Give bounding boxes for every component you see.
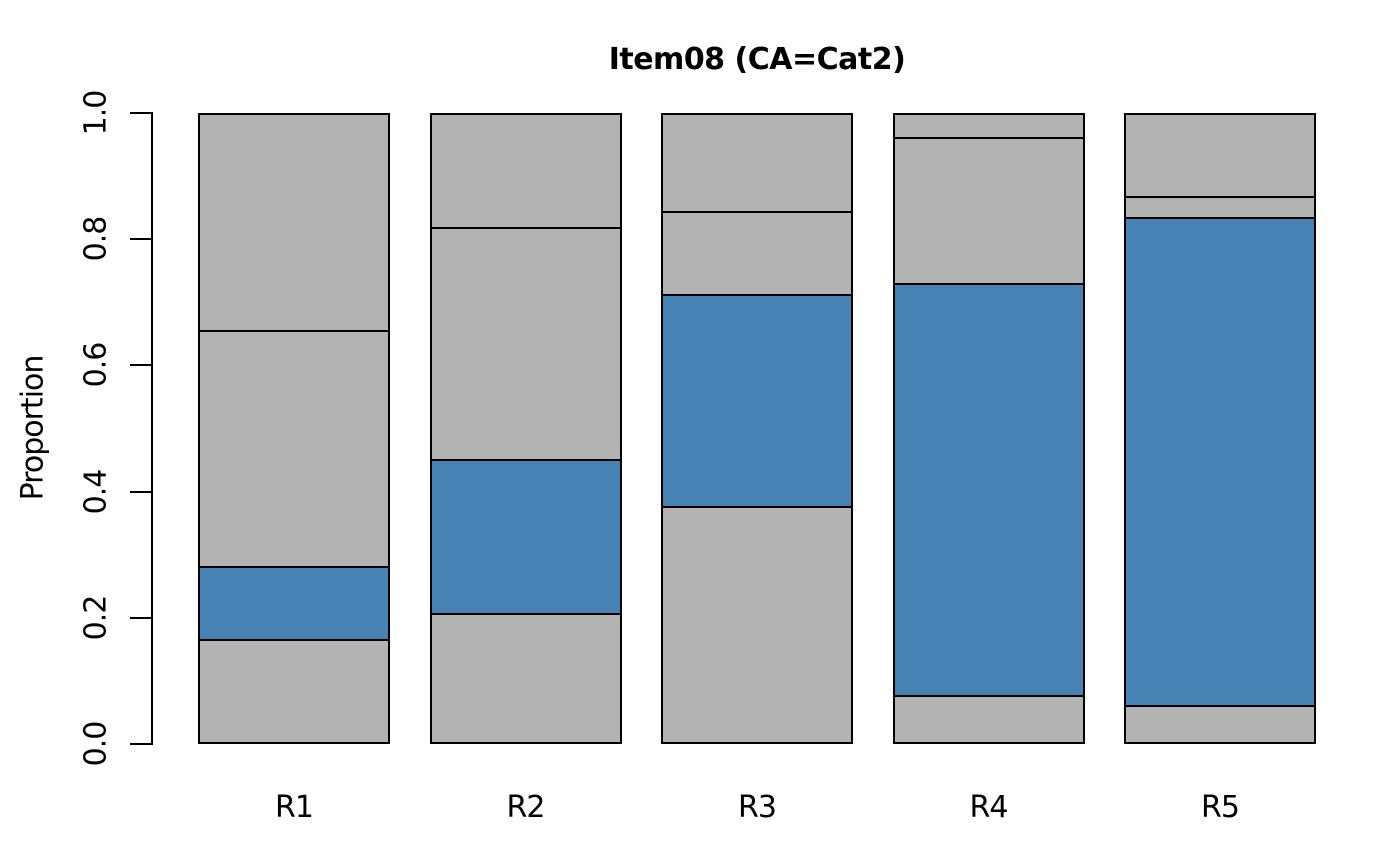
bar-R3-segment-Cat1 — [663, 505, 851, 742]
y-axis-line — [151, 112, 153, 745]
bar-R3-segment-Cat2 — [663, 293, 851, 506]
bar-R1-segment-Cat4 — [200, 115, 388, 331]
bar-R1-segment-Cat3 — [200, 330, 388, 566]
bar-R3-segment-Cat3 — [663, 211, 851, 294]
bar-R3 — [661, 113, 853, 744]
bar-R4 — [892, 113, 1085, 744]
bar-R2-segment-Cat2 — [431, 459, 620, 613]
bar-R5-segment-Cat3 — [1126, 196, 1314, 217]
bar-R1-segment-Cat1 — [200, 638, 388, 742]
bar-R3-segment-Cat4 — [663, 115, 851, 212]
bar-R2-segment-Cat4 — [431, 115, 620, 228]
bar-R4-segment-Cat3 — [894, 136, 1083, 283]
y-tick-mark-0.8 — [130, 238, 152, 241]
y-tick-label-0.2: 0.2 — [78, 595, 114, 641]
x-tick-label-R4: R4 — [969, 790, 1009, 825]
y-tick-label-0.8: 0.8 — [78, 216, 114, 262]
bar-R5 — [1124, 113, 1316, 744]
y-tick-mark-1.0 — [130, 112, 152, 114]
bar-R5-segment-Cat1 — [1126, 705, 1314, 742]
bar-R1 — [198, 113, 390, 744]
bar-R2-segment-Cat3 — [431, 227, 620, 460]
y-tick-label-0.4: 0.4 — [78, 469, 114, 514]
bar-R2-segment-Cat1 — [431, 612, 620, 743]
y-tick-label-1.0: 1.0 — [78, 90, 114, 136]
x-tick-label-R1: R1 — [275, 790, 314, 825]
chart-title: Item08 (CA=Cat2) — [608, 42, 906, 77]
bar-R5-segment-Cat4 — [1126, 115, 1314, 197]
bar-R2 — [429, 113, 622, 744]
x-tick-label-R2: R2 — [506, 790, 546, 825]
bar-R5-segment-Cat2 — [1126, 216, 1314, 706]
x-tick-label-R3: R3 — [738, 790, 777, 825]
y-tick-mark-0.4 — [130, 490, 152, 493]
bar-R4-segment-Cat1 — [894, 695, 1083, 743]
y-tick-mark-0.6 — [130, 364, 152, 367]
y-tick-label-0.0: 0.0 — [78, 721, 114, 767]
y-tick-label-0.6: 0.6 — [78, 343, 114, 388]
y-tick-mark-0.0 — [130, 743, 152, 745]
bar-R4-segment-Cat4 — [894, 115, 1083, 137]
bar-R1-segment-Cat2 — [200, 565, 388, 639]
x-tick-label-R5: R5 — [1201, 790, 1240, 825]
y-tick-mark-0.2 — [130, 616, 152, 619]
y-axis-label: Proportion — [15, 355, 51, 501]
bar-R4-segment-Cat2 — [894, 282, 1083, 696]
